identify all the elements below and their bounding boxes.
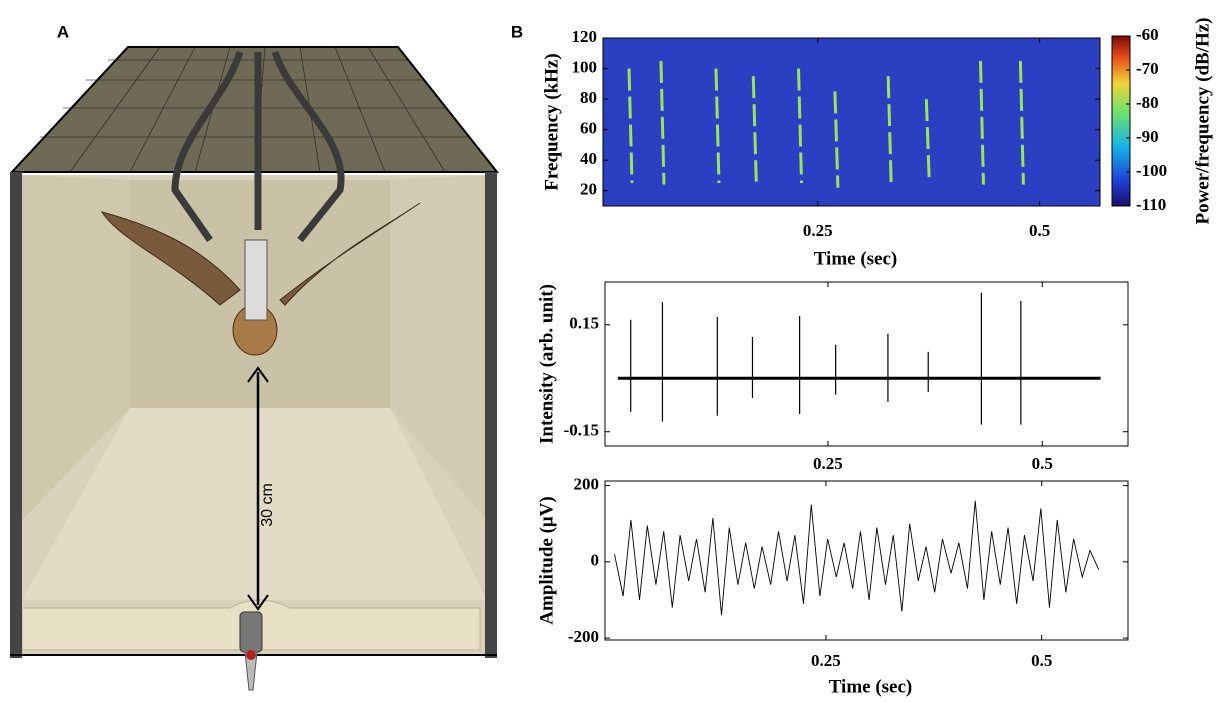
y-tick-label: 80: [580, 88, 597, 107]
panel-label: B: [511, 22, 523, 41]
x-tick-label: 0.5: [1031, 651, 1052, 670]
signal-line: [614, 500, 1100, 616]
x-tick-label: 0.25: [803, 221, 833, 240]
y-tick-label: 120: [572, 27, 598, 46]
y-axis-title: Frequency (kHz): [541, 53, 562, 190]
call: [751, 76, 758, 182]
x-tick-label: 0.5: [1029, 221, 1050, 240]
y-tick-label: 20: [580, 180, 597, 199]
plot-frame: [602, 37, 1101, 207]
x-tick-label: 0.25: [811, 651, 841, 670]
y-tick-label: 60: [580, 119, 597, 138]
y-tick-label: -200: [568, 627, 599, 646]
colorbar-tick-label: -70: [1136, 59, 1159, 78]
call: [886, 76, 893, 184]
call: [797, 68, 804, 184]
y-tick-label: 100: [572, 57, 598, 76]
x-axis-title: Time (sec): [829, 676, 913, 697]
y-axis-title: Amplitude (μV): [536, 496, 557, 624]
y-tick-label: -0.15: [564, 421, 599, 440]
colorbar-tick-label: -60: [1136, 25, 1159, 44]
spectrogram-background: [603, 38, 1100, 206]
call: [924, 99, 931, 184]
panel-label: A: [57, 22, 69, 41]
call: [978, 60, 985, 185]
y-tick-label: 0: [591, 551, 600, 570]
distance-label: 30 cm: [259, 483, 276, 527]
colorbar-tick-label: -110: [1136, 195, 1166, 214]
colorbar-tick-label: -80: [1136, 93, 1159, 112]
plot-frame: [604, 281, 1129, 447]
plot-frame: [604, 480, 1129, 641]
x-axis-title: Time (sec): [814, 248, 898, 269]
y-tick-label: 0.15: [569, 314, 599, 333]
call: [627, 68, 634, 184]
x-tick-label: 0.25: [813, 454, 843, 473]
call: [833, 91, 840, 188]
y-tick-label: 40: [580, 149, 597, 168]
arena-illustration: [9, 46, 500, 691]
colorbar: [1111, 35, 1131, 207]
y-tick-label: 200: [574, 474, 600, 493]
colorbar-tick-label: -90: [1136, 127, 1159, 146]
x-tick-label: 0.5: [1032, 454, 1053, 473]
y-axis-title: Intensity (arb. unit): [536, 284, 557, 444]
call: [659, 60, 666, 185]
colorbar-label: Power/frequency (dB/Hz): [1192, 17, 1213, 224]
call: [714, 68, 721, 184]
call: [1018, 60, 1025, 185]
colorbar-tick-label: -100: [1136, 161, 1167, 180]
